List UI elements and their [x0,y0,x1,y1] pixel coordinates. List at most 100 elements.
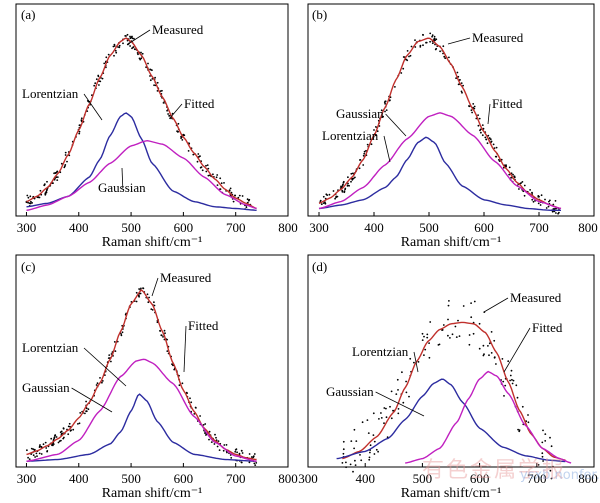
data-point [154,76,157,79]
data-point [207,167,210,170]
data-point [118,44,121,47]
data-point [373,453,376,455]
data-point [80,117,83,120]
data-point [493,147,496,150]
data-point [113,45,116,47]
data-point [541,441,544,444]
data-point [69,430,72,432]
data-point [444,57,447,60]
data-point [442,324,445,326]
data-point [509,379,511,382]
data-point [38,452,41,455]
panel-a: (a) Raman shift/cm⁻¹ 300 400 500 600 700 800 M… [15,3,298,250]
annotation-lorentzian: Lorentzian [352,344,409,359]
data-point [385,109,388,111]
data-point [406,50,409,52]
data-point [97,74,100,77]
x-tick-label: 800 [278,471,298,486]
data-point [219,177,222,180]
data-point [99,377,101,379]
data-point [380,109,383,112]
annotation-leader [503,327,531,373]
annotation-leader [375,391,425,417]
data-point [213,443,216,445]
data-point [42,443,45,446]
data-point [121,331,124,334]
data-point [57,441,60,444]
data-point [472,103,475,105]
data-point [55,171,58,174]
data-point [219,188,221,191]
data-point [140,51,142,54]
data-point [27,196,30,199]
data-point [473,107,476,110]
data-point [348,184,350,187]
data-point [375,448,378,451]
data-point [460,90,463,93]
data-point [84,412,86,415]
data-point [509,374,512,377]
series-line-fitted [342,321,566,461]
data-point [516,396,519,399]
data-point [447,304,450,307]
annotation-measured: Measured [152,22,204,37]
data-point [460,82,463,84]
data-point [238,452,241,455]
annotation-leader [183,325,187,373]
data-point [549,436,551,439]
data-point [35,452,38,455]
data-point [495,146,498,149]
data-point [78,422,81,425]
data-point [372,412,375,415]
data-point [342,452,345,455]
data-point [366,419,369,421]
data-point [67,425,70,428]
data-point [470,316,473,319]
data-point [101,380,104,382]
data-point [189,397,191,400]
data-point [328,193,331,196]
data-point [44,441,47,444]
data-point [456,71,459,74]
data-point [443,55,446,58]
annotation-leader [169,103,183,119]
data-point [380,412,382,414]
series-line-fitted [318,37,562,210]
data-point [107,53,110,56]
data-point [457,83,460,86]
data-point [550,445,553,448]
data-point [354,464,357,466]
data-point [55,176,58,179]
data-point [26,449,28,452]
data-point [414,46,417,48]
data-point [181,382,184,385]
data-point [52,443,55,445]
data-point [397,408,400,410]
data-point [441,329,443,331]
data-point [455,336,458,338]
annotation-leader [447,37,471,45]
data-point [448,300,450,302]
data-point [30,447,33,450]
data-point [240,449,243,452]
data-point [138,295,141,298]
data-point [58,440,61,443]
x-tick-label: 400 [69,220,89,235]
data-point [355,440,358,442]
data-point [105,56,108,59]
data-point [373,129,375,131]
series-points-measured [26,287,258,466]
x-tick-label: 500 [413,471,433,486]
data-point [478,322,481,325]
data-point [484,136,487,139]
data-point [43,184,46,187]
data-point [359,159,361,161]
data-point [529,189,531,191]
data-point [508,173,511,176]
data-point [503,395,505,397]
data-point [324,202,327,205]
x-tick-label: 300 [17,220,37,235]
data-point [396,378,399,381]
data-point [353,428,356,431]
data-point [50,437,53,440]
